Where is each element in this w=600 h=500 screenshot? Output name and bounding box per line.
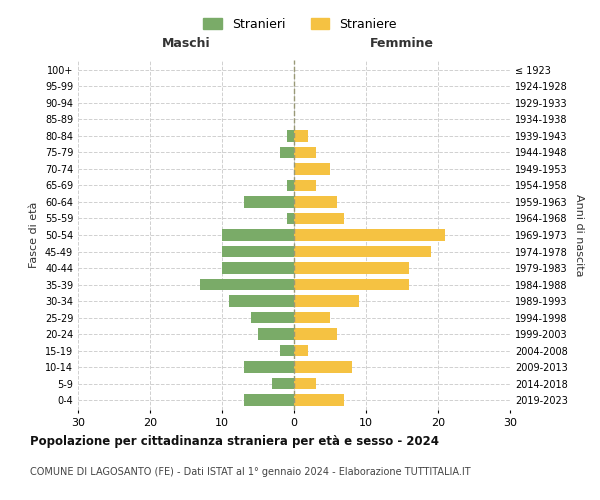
Bar — [294, 212, 344, 224]
Bar — [294, 163, 330, 174]
Bar — [229, 296, 294, 307]
Bar — [244, 394, 294, 406]
Text: Maschi: Maschi — [161, 37, 211, 50]
Text: Femmine: Femmine — [370, 37, 434, 50]
Bar — [294, 246, 431, 258]
Bar — [280, 345, 294, 356]
Text: COMUNE DI LAGOSANTO (FE) - Dati ISTAT al 1° gennaio 2024 - Elaborazione TUTTITAL: COMUNE DI LAGOSANTO (FE) - Dati ISTAT al… — [30, 467, 470, 477]
Bar — [294, 296, 359, 307]
Bar — [272, 378, 294, 390]
Text: Popolazione per cittadinanza straniera per età e sesso - 2024: Popolazione per cittadinanza straniera p… — [30, 435, 439, 448]
Bar — [280, 146, 294, 158]
Bar — [294, 394, 344, 406]
Bar — [287, 180, 294, 192]
Bar — [294, 229, 445, 241]
Bar — [294, 262, 409, 274]
Bar — [294, 180, 316, 192]
Bar — [287, 130, 294, 141]
Y-axis label: Anni di nascita: Anni di nascita — [574, 194, 584, 276]
Legend: Stranieri, Straniere: Stranieri, Straniere — [197, 11, 403, 37]
Bar — [294, 362, 352, 373]
Bar — [244, 196, 294, 208]
Bar — [294, 312, 330, 324]
Y-axis label: Fasce di età: Fasce di età — [29, 202, 39, 268]
Bar — [294, 130, 308, 141]
Bar — [294, 328, 337, 340]
Bar — [222, 262, 294, 274]
Bar — [294, 196, 337, 208]
Bar — [294, 378, 316, 390]
Bar — [222, 246, 294, 258]
Bar — [200, 279, 294, 290]
Bar — [294, 146, 316, 158]
Bar — [244, 362, 294, 373]
Bar — [258, 328, 294, 340]
Bar — [222, 229, 294, 241]
Bar — [294, 345, 308, 356]
Bar — [287, 212, 294, 224]
Bar — [294, 279, 409, 290]
Bar — [251, 312, 294, 324]
